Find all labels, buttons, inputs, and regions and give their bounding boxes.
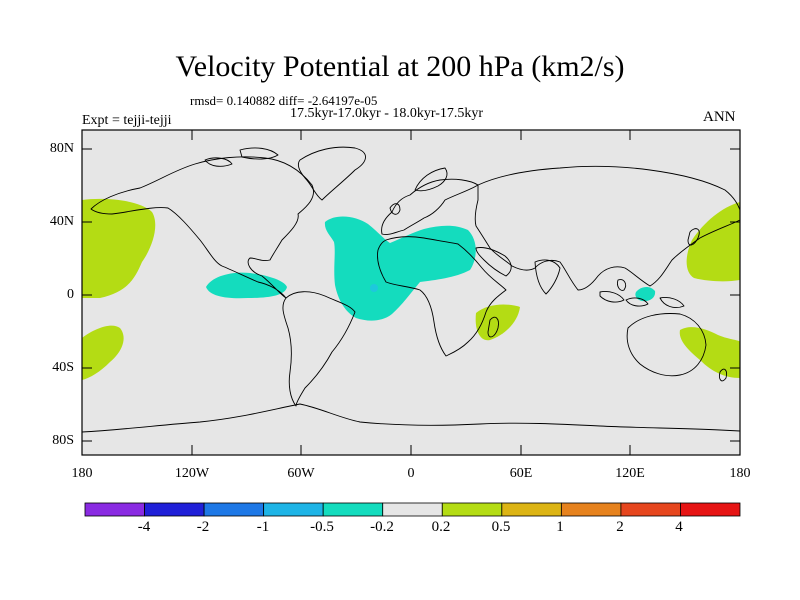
period-line: 17.5kyr-17.0kyr - 18.0kyr-17.5kyr: [290, 106, 484, 121]
colorbar-box: [382, 502, 443, 517]
colorbar-label: 1: [556, 519, 564, 535]
lon-label-0: 0: [407, 466, 415, 481]
positive-region-west-pacific: [686, 202, 740, 282]
expt-label: Expt = tejji-tejji: [82, 113, 172, 128]
lat-label-40s: 40S: [52, 360, 74, 375]
colorbar: [84, 502, 741, 517]
positive-region-south-pacific: [82, 325, 124, 380]
season-label: ANN: [703, 109, 736, 125]
plot-title: Velocity Potential at 200 hPa (km2/s): [175, 50, 625, 83]
colorbar-label: 0.2: [431, 519, 451, 535]
coastlines: [81, 146, 741, 433]
colorbar-label: 2: [616, 519, 624, 535]
colorbar-label: -0.2: [370, 519, 394, 535]
lon-label-180w: 180: [71, 466, 93, 481]
colorbar-label: 0.5: [491, 519, 511, 535]
lat-label-40n: 40N: [49, 214, 74, 229]
colorbar-box: [144, 502, 205, 517]
colorbar-box: [263, 502, 324, 517]
colorbar-label: -2: [196, 519, 210, 535]
lon-label-120w: 120W: [174, 466, 210, 481]
colorbar-box: [560, 502, 622, 517]
positive-region-australia-east: [679, 327, 740, 378]
positive-region-pacific-west: [82, 198, 156, 298]
stats-line: rmsd= 0.140882 diff= -2.64197e-05: [190, 93, 378, 108]
lon-label-120e: 120E: [615, 466, 645, 481]
anomaly-shading: [82, 198, 740, 380]
negative-region-central-america: [206, 272, 287, 299]
lat-label-80s: 80S: [52, 433, 74, 448]
colorbar-box: [84, 502, 145, 517]
lon-label-60e: 60E: [509, 466, 533, 481]
colorbar-label: -4: [137, 519, 151, 535]
axis-ticks: [81, 130, 741, 455]
colorbar-label: -1: [256, 519, 270, 535]
colorbar-box: [620, 502, 681, 517]
negative-region-atlantic-africa: [324, 216, 476, 321]
lon-label-60w: 60W: [287, 466, 315, 481]
lat-label-80n: 80N: [49, 141, 74, 156]
positive-region-east-africa: [475, 304, 520, 341]
lat-label-0: 0: [67, 287, 74, 302]
colorbar-label: -0.5: [310, 519, 334, 535]
colorbar-label: 4: [675, 519, 683, 535]
colorbar-box: [680, 502, 741, 517]
colorbar-box: [322, 502, 384, 517]
lon-label-180e: 180: [729, 466, 751, 481]
negative-region-indonesia: [635, 286, 656, 302]
negative-core-gulf-of-guinea: [370, 284, 378, 292]
colorbar-box: [501, 502, 562, 517]
colorbar-box: [203, 502, 265, 517]
colorbar-box: [441, 502, 503, 517]
